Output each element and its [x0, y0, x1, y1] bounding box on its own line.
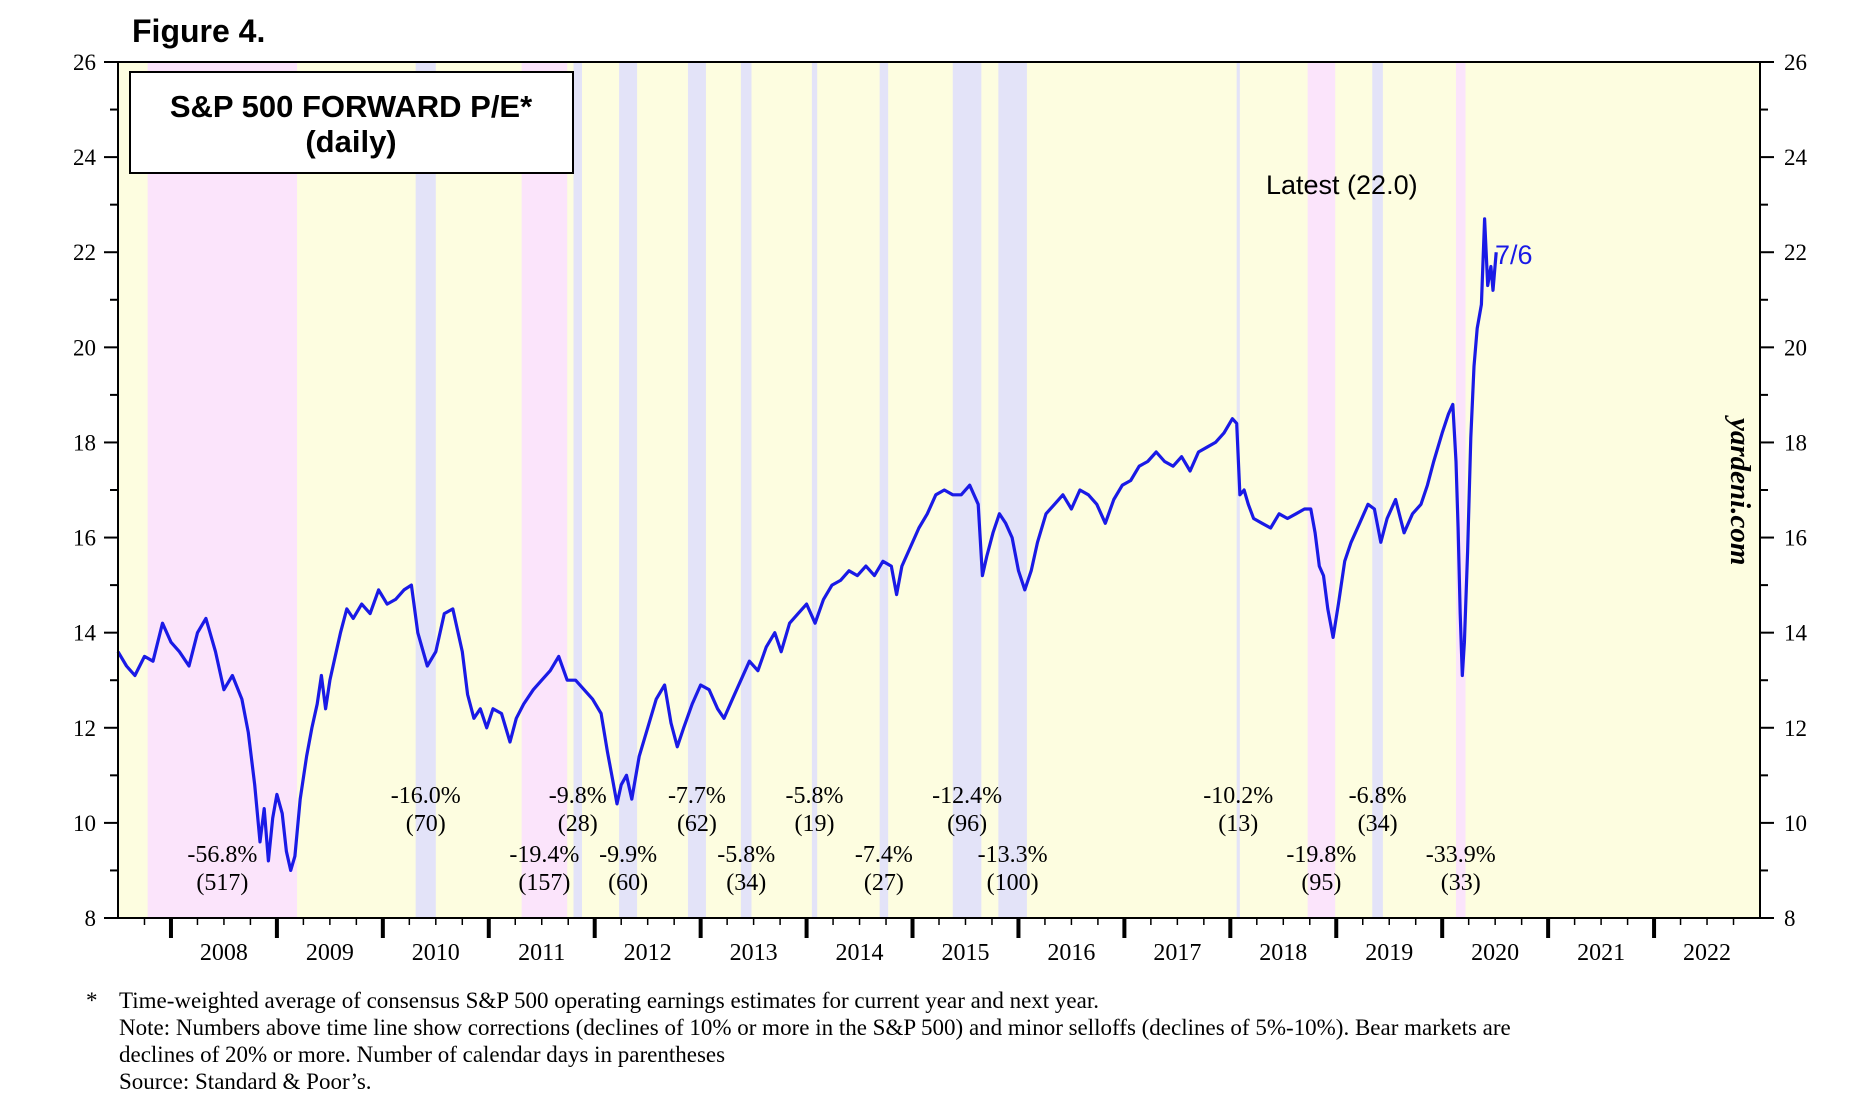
x-year-label: 2008	[200, 940, 248, 966]
decline-pct-label: -9.8%	[549, 783, 607, 809]
latest-value-label: Latest (22.0)	[1266, 170, 1418, 200]
x-year-label: 2010	[412, 940, 460, 966]
y-tick-label-left: 18	[73, 430, 96, 455]
y-tick-label-left: 16	[73, 526, 96, 551]
y-tick-label-right: 18	[1784, 430, 1807, 455]
y-tick-label-left: 10	[73, 811, 96, 836]
x-year-label: 2012	[624, 940, 672, 966]
y-tick-label-left: 22	[73, 240, 96, 265]
x-year-label: 2017	[1153, 940, 1201, 966]
shaded-band-2	[521, 62, 568, 918]
chart-title: S&P 500 FORWARD P/E*	[170, 89, 533, 124]
x-year-label: 2021	[1577, 940, 1625, 966]
decline-pct-label: -33.9%	[1426, 842, 1496, 868]
footnote-star: *	[86, 988, 98, 1013]
decline-days-label: (27)	[864, 870, 904, 896]
y-tick-label-right: 20	[1784, 335, 1807, 360]
shaded-band-14	[1455, 62, 1466, 918]
shaded-band-1	[415, 62, 436, 918]
footnote-note: Note: Numbers above time line show corre…	[119, 1015, 1511, 1040]
figure-label: Figure 4.	[132, 13, 265, 49]
chart-title-box: S&P 500 FORWARD P/E* (daily)	[129, 71, 574, 174]
decline-days-label: (13)	[1218, 811, 1258, 837]
y-tick-label-left: 8	[85, 906, 97, 931]
decline-pct-label: -7.4%	[855, 842, 913, 868]
decline-days-label: (34)	[726, 870, 766, 896]
shaded-band-10	[998, 62, 1027, 918]
y-tick-label-left: 20	[73, 335, 96, 360]
y-tick-label-right: 14	[1784, 621, 1808, 646]
footnote-source: Source: Standard & Poor’s.	[119, 1069, 372, 1094]
x-year-label: 2020	[1471, 940, 1519, 966]
x-year-label: 2016	[1047, 940, 1095, 966]
shaded-band-4	[619, 62, 638, 918]
watermark: yardeni.com	[1724, 415, 1756, 565]
decline-pct-label: -5.8%	[717, 842, 775, 868]
decline-pct-label: -10.2%	[1203, 783, 1273, 809]
y-tick-label-left: 12	[73, 716, 96, 741]
chart-figure: Figure 4. -56.8%(517) -16.0%(70) -19.4%(15…	[73, 13, 1808, 966]
decline-pct-label: -19.4%	[509, 842, 579, 868]
decline-pct-label: -9.9%	[599, 842, 657, 868]
decline-days-label: (70)	[406, 811, 446, 837]
y-tick-label-right: 8	[1784, 906, 1796, 931]
x-year-label: 2015	[941, 940, 989, 966]
decline-days-label: (33)	[1441, 870, 1481, 896]
y-tick-label-right: 26	[1784, 50, 1807, 75]
shaded-band-8	[879, 62, 889, 918]
y-tick-label-right: 16	[1784, 526, 1807, 551]
decline-pct-label: -19.8%	[1286, 842, 1356, 868]
y-tick-label-right: 12	[1784, 716, 1807, 741]
decline-pct-label: -5.8%	[786, 783, 844, 809]
y-tick-label-left: 14	[73, 621, 97, 646]
decline-days-label: (157)	[518, 870, 570, 896]
title-box-border	[129, 71, 574, 174]
plot-background	[118, 62, 1760, 918]
decline-days-label: (28)	[558, 811, 598, 837]
x-year-label: 2011	[518, 940, 565, 966]
x-year-label: 2013	[730, 940, 778, 966]
x-year-label: 2009	[306, 940, 354, 966]
x-year-label: 2022	[1683, 940, 1731, 966]
shaded-band-13	[1372, 62, 1383, 918]
footnote-definition: Time-weighted average of consensus S&P 5…	[119, 988, 1099, 1013]
decline-pct-label: -6.8%	[1349, 783, 1407, 809]
decline-days-label: (19)	[795, 811, 835, 837]
shaded-band-7	[811, 62, 818, 918]
decline-pct-label: -13.3%	[978, 842, 1048, 868]
decline-days-label: (100)	[987, 870, 1039, 896]
decline-days-label: (96)	[947, 811, 987, 837]
x-year-label: 2014	[836, 940, 884, 966]
shaded-band-12	[1307, 62, 1336, 918]
y-tick-label-left: 24	[73, 145, 97, 170]
y-tick-label-right: 24	[1784, 145, 1808, 170]
decline-pct-label: -16.0%	[391, 783, 461, 809]
y-tick-label-left: 26	[73, 50, 96, 75]
pe-line-series	[116, 217, 1498, 872]
decline-days-label: (95)	[1301, 870, 1341, 896]
plot-area-fill	[118, 62, 1760, 918]
decline-days-label: (60)	[608, 870, 648, 896]
pe-line	[116, 217, 1498, 872]
decline-pct-label: -7.7%	[668, 783, 726, 809]
footnote-note-cont: declines of 20% or more. Number of calen…	[119, 1042, 726, 1067]
x-year-label: 2018	[1259, 940, 1307, 966]
x-year-label: 2019	[1365, 940, 1413, 966]
decline-pct-label: -12.4%	[932, 783, 1002, 809]
footnote-block: Time-weighted average of consensus S&P 5…	[119, 987, 1839, 1095]
decline-days-label: (34)	[1358, 811, 1398, 837]
decline-days-label: (62)	[677, 811, 717, 837]
decline-days-label: (517)	[196, 870, 248, 896]
latest-date-label: 7/6	[1495, 240, 1533, 270]
decline-labels: -56.8%(517) -16.0%(70) -19.4%(157) -9.8%(28…	[187, 783, 1495, 896]
shaded-band-3	[573, 62, 582, 918]
shaded-band-6	[740, 62, 752, 918]
shaded-band-0	[147, 62, 298, 918]
y-tick-label-right: 10	[1784, 811, 1807, 836]
chart-subtitle: (daily)	[305, 124, 396, 159]
decline-pct-label: -56.8%	[187, 842, 257, 868]
y-tick-label-right: 22	[1784, 240, 1807, 265]
